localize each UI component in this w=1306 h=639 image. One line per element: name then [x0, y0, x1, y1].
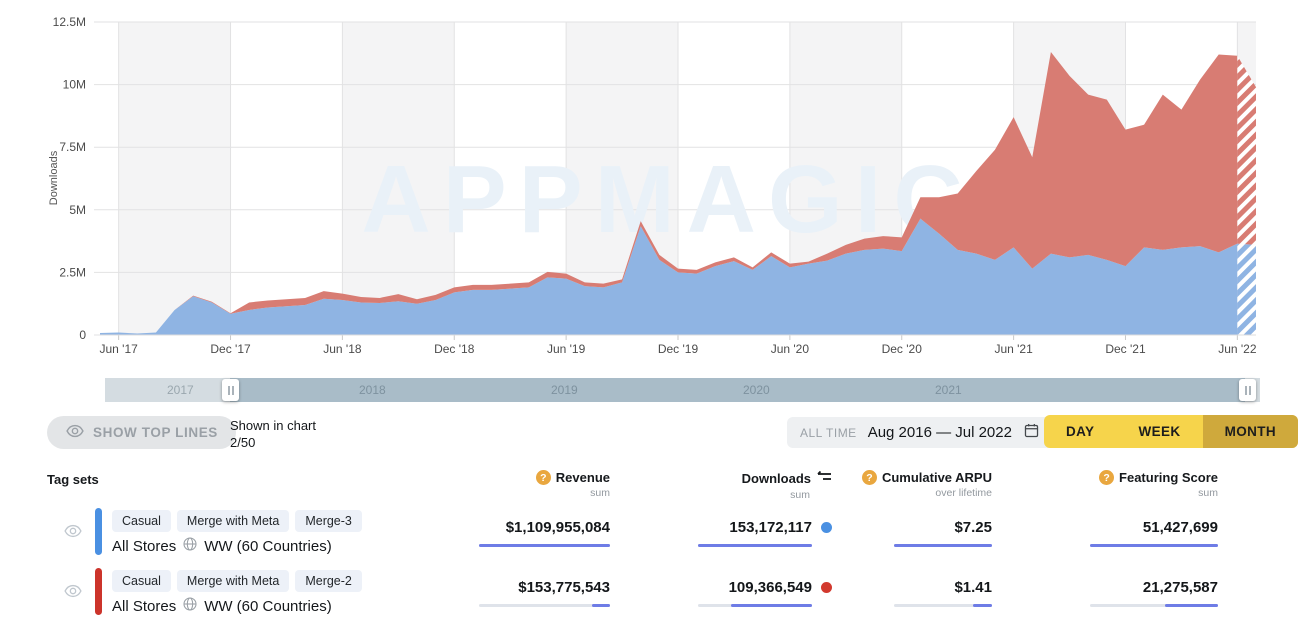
timeline-selected-range[interactable] — [230, 378, 1245, 402]
revenue-value-cell: $153,775,543 — [440, 579, 610, 607]
column-label: Downloads — [741, 471, 811, 486]
shown-in-chart: Shown in chart 2/50 — [230, 417, 316, 451]
downloads-value-cell: 109,366,549 — [642, 579, 832, 607]
downloads-value: 153,172,117 — [729, 519, 812, 536]
arpu-value-cell: $1.41 — [822, 579, 992, 607]
tag-pills: Casual Merge with Meta Merge-3 — [112, 510, 362, 532]
arpu-value: $7.25 — [954, 519, 992, 536]
granularity-week-button[interactable]: WEEK — [1138, 424, 1181, 439]
svg-text:5M: 5M — [69, 203, 86, 217]
downloads-stacked-area-chart: 0 2.5M 5M 7.5M 10M 12.5M Jun '17 Dec '17 Jun '18… — [48, 15, 1257, 356]
granularity-day-button[interactable]: DAY — [1066, 424, 1095, 439]
tag-pill: Casual — [112, 510, 171, 532]
tag-pills: Casual Merge with Meta Merge-2 — [112, 570, 362, 592]
timeline-left-handle[interactable] — [222, 379, 239, 401]
svg-text:0: 0 — [79, 328, 86, 342]
svg-text:Jun '19: Jun '19 — [547, 342, 586, 356]
svg-text:Jun '20: Jun '20 — [771, 342, 810, 356]
column-label: Cumulative ARPU — [881, 470, 992, 485]
timeline-scrubber[interactable]: 2017 2018 2019 2020 2021 — [105, 378, 1260, 402]
granularity-switch: DAY WEEK MONTH — [1044, 415, 1299, 448]
svg-text:2.5M: 2.5M — [59, 265, 86, 279]
column-header-featuring-score: ? Featuring Score sum — [1018, 470, 1218, 499]
column-header-revenue: ? Revenue sum — [410, 470, 610, 499]
calendar-icon — [1023, 422, 1040, 444]
revenue-value: $153,775,543 — [518, 579, 610, 596]
svg-text:Jun '17: Jun '17 — [99, 342, 138, 356]
column-label: Revenue — [555, 470, 610, 485]
timeline-right-handle[interactable] — [1239, 379, 1256, 401]
arpu-value: $1.41 — [954, 579, 992, 596]
shown-in-chart-count: 2/50 — [230, 435, 256, 450]
downloads-value-cell: 153,172,117 — [642, 519, 832, 547]
date-range-preset-label: ALL TIME — [800, 425, 857, 440]
stores-label: All Stores — [112, 537, 177, 555]
featuring-score-value: 21,275,587 — [1142, 579, 1218, 596]
featuring-score-value: 51,427,699 — [1142, 519, 1218, 536]
region-label: WW (60 Countries) — [204, 597, 332, 615]
svg-text:7.5M: 7.5M — [59, 140, 86, 154]
svg-text:Jun '18: Jun '18 — [323, 342, 362, 356]
stores-label: All Stores — [112, 597, 177, 615]
svg-text:APPMAGIC: APPMAGIC — [361, 146, 974, 253]
tag-pill: Merge with Meta — [176, 570, 290, 592]
date-range-picker[interactable]: ALL TIME Aug 2016 — Jul 2022 — [787, 417, 1053, 448]
granularity-month-button[interactable]: MONTH — [1202, 415, 1299, 448]
tag-sets-header: Tag sets — [47, 472, 99, 487]
svg-text:Dec '21: Dec '21 — [1105, 342, 1146, 356]
timeline-year-label: 2021 — [935, 383, 962, 397]
revenue-value: $1,109,955,084 — [505, 519, 610, 536]
table-row: Casual Merge with Meta Merge-3 All Store… — [0, 506, 1306, 560]
column-header-downloads: Downloads sum — [634, 470, 834, 501]
sort-icon[interactable] — [816, 470, 834, 487]
visibility-eye-icon[interactable] — [62, 521, 84, 546]
help-icon[interactable]: ? — [1099, 470, 1115, 485]
visibility-eye-icon[interactable] — [62, 581, 84, 606]
svg-text:Jun '21: Jun '21 — [994, 342, 1033, 356]
svg-text:Dec '19: Dec '19 — [658, 342, 699, 356]
svg-text:Dec '18: Dec '18 — [434, 342, 475, 356]
column-sublabel: sum — [790, 489, 810, 501]
featuring-score-value-cell: 21,275,587 — [1048, 579, 1218, 607]
series-dot — [821, 522, 832, 533]
globe-icon — [182, 536, 198, 556]
date-range-value: Aug 2016 — Jul 2022 — [867, 424, 1012, 441]
timeline-year-label: 2018 — [359, 383, 386, 397]
svg-text:Dec '20: Dec '20 — [882, 342, 923, 356]
svg-text:Dec '17: Dec '17 — [210, 342, 251, 356]
column-sublabel: over lifetime — [935, 487, 992, 499]
downloads-value: 109,366,549 — [728, 579, 812, 596]
column-sublabel: sum — [590, 487, 610, 499]
svg-text:Jun '22: Jun '22 — [1218, 342, 1257, 356]
shown-in-chart-label: Shown in chart — [230, 418, 316, 433]
help-icon[interactable]: ? — [535, 470, 551, 485]
featuring-score-value-cell: 51,427,699 — [1048, 519, 1218, 547]
tag-pill: Merge-3 — [295, 510, 362, 532]
eye-icon — [65, 421, 85, 444]
tag-pill: Merge with Meta — [176, 510, 290, 532]
tag-pill: Casual — [112, 570, 171, 592]
arpu-value-cell: $7.25 — [822, 519, 992, 547]
show-top-lines-label: SHOW TOP LINES — [93, 425, 218, 440]
svg-text:10M: 10M — [63, 78, 86, 92]
column-label: Featuring Score — [1119, 470, 1218, 485]
column-header-cumulative-arpu: ? Cumulative ARPU over lifetime — [792, 470, 992, 499]
column-sublabel: sum — [1198, 487, 1218, 499]
region-label: WW (60 Countries) — [204, 537, 332, 555]
globe-icon — [182, 596, 198, 616]
timeline-year-label: 2019 — [551, 383, 578, 397]
revenue-value-cell: $1,109,955,084 — [440, 519, 610, 547]
series-dot — [821, 582, 832, 593]
series-color-bar — [95, 508, 102, 555]
tag-pill: Merge-2 — [295, 570, 362, 592]
svg-text:12.5M: 12.5M — [53, 15, 86, 29]
table-row: Casual Merge with Meta Merge-2 All Store… — [0, 566, 1306, 620]
series-color-bar — [95, 568, 102, 615]
show-top-lines-button[interactable]: SHOW TOP LINES — [47, 416, 236, 449]
timeline-year-label: 2020 — [743, 383, 770, 397]
help-icon[interactable]: ? — [861, 470, 877, 485]
timeline-year-label: 2017 — [167, 383, 194, 397]
svg-text:Downloads: Downloads — [48, 150, 60, 205]
